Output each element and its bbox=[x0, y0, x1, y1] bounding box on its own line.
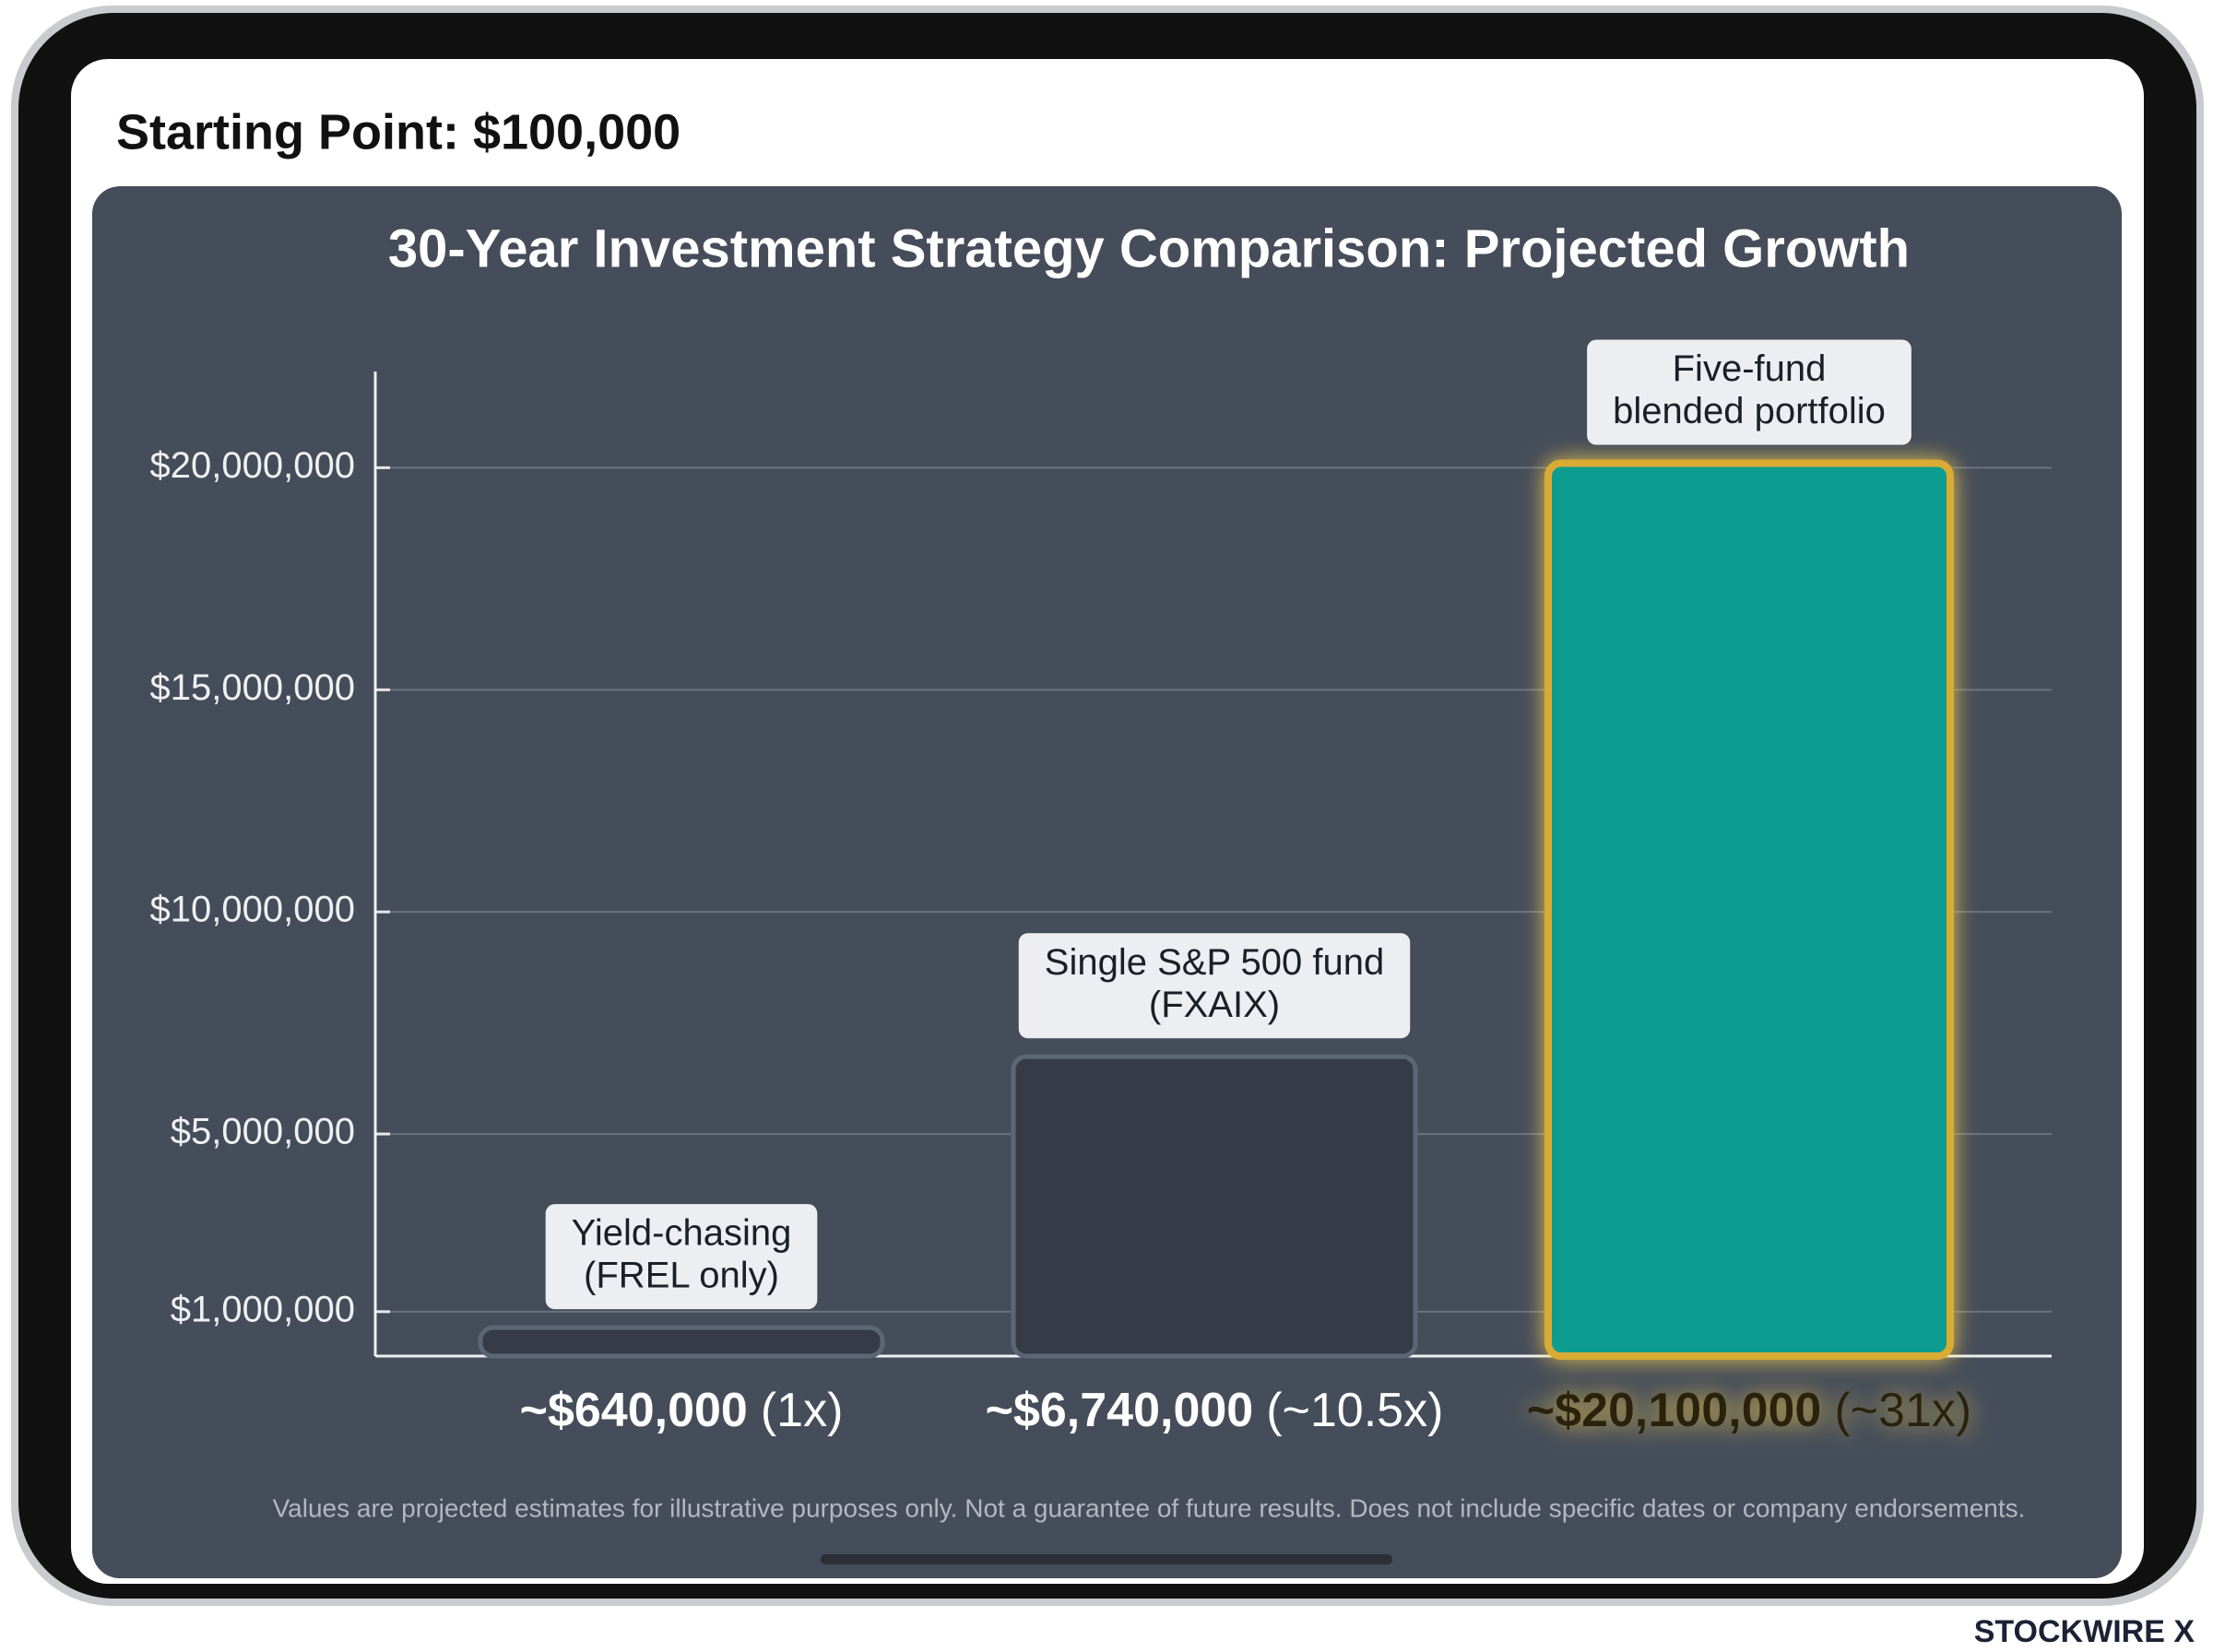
category-label-line: Five-fund bbox=[1673, 348, 1827, 389]
value-label: ~$6,740,000 (~10.5x) bbox=[986, 1384, 1444, 1437]
value-multiplier: (~31x) bbox=[1834, 1384, 1971, 1437]
value-multiplier: (1x) bbox=[761, 1384, 844, 1437]
bar bbox=[1544, 459, 1954, 1360]
category-label-line: Yield-chasing bbox=[572, 1213, 792, 1254]
value-amount: ~$640,000 bbox=[520, 1384, 748, 1437]
home-indicator bbox=[821, 1554, 1392, 1564]
bar-group bbox=[1011, 1054, 1418, 1359]
y-tick-label: $1,000,000 bbox=[171, 1289, 355, 1329]
bar bbox=[1011, 1054, 1418, 1359]
category-label-line: Single S&P 500 fund bbox=[1045, 942, 1384, 983]
label-box bbox=[1018, 933, 1411, 1039]
y-tick-label: $20,000,000 bbox=[150, 445, 355, 486]
brand: STOCKWIRE X bbox=[1974, 1614, 2195, 1649]
value-label: ~$640,000 (1x) bbox=[520, 1384, 844, 1437]
category-label-line: blended portfolio bbox=[1613, 391, 1886, 431]
category-label-line: (FREL only) bbox=[584, 1256, 779, 1296]
category-label: Yield-chasing(FREL only) bbox=[545, 1204, 818, 1310]
bar bbox=[478, 1325, 885, 1359]
value-label: ~$20,100,000 (~31x) bbox=[1527, 1384, 1971, 1437]
plot: $1,000,000 $5,000,000 $10,000,000 $15,000,0… bbox=[150, 339, 2052, 1437]
footnote: Values are projected estimates for illus… bbox=[273, 1493, 2026, 1522]
value-amount: ~$6,740,000 bbox=[986, 1384, 1254, 1437]
category-label-line: (FXAIX) bbox=[1149, 985, 1280, 1025]
header-title: Starting Point: $100,000 bbox=[116, 104, 680, 159]
bar-group bbox=[1544, 459, 1954, 1360]
y-tick-label: $5,000,000 bbox=[171, 1112, 355, 1152]
bar-group bbox=[478, 1325, 885, 1359]
y-tick-label: $15,000,000 bbox=[150, 667, 355, 708]
value-amount: ~$20,100,000 bbox=[1527, 1384, 1822, 1437]
y-tick-label: $10,000,000 bbox=[150, 890, 355, 930]
chart-title: 30-Year Investment Strategy Comparison: … bbox=[388, 218, 1910, 278]
category-label: Single S&P 500 fund(FXAIX) bbox=[1018, 933, 1411, 1039]
value-multiplier: (~10.5x) bbox=[1266, 1384, 1443, 1437]
label-box bbox=[1587, 339, 1911, 445]
label-box bbox=[545, 1204, 818, 1310]
